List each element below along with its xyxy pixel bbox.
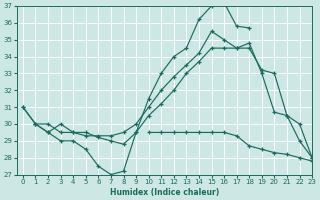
X-axis label: Humidex (Indice chaleur): Humidex (Indice chaleur) [110, 188, 219, 197]
